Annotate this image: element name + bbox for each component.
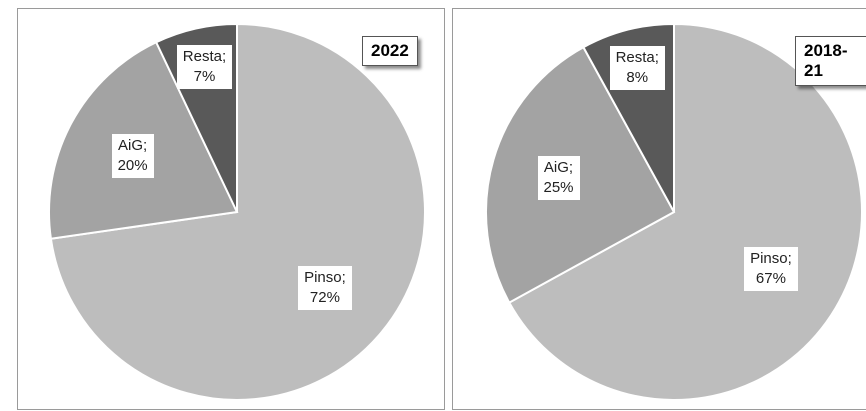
data-label-aig: AiG; 20%	[111, 134, 154, 179]
data-label-percent: 67%	[755, 270, 786, 288]
data-label-category: AiG;	[118, 137, 148, 155]
pie-chart-2022: 2022 Pinso; 72% AiG; 20% Resta; 7%	[17, 8, 445, 410]
data-label-percent: 8%	[626, 69, 649, 87]
pie-slice-aig	[485, 45, 676, 304]
data-label-percent: 7%	[193, 68, 216, 86]
data-label-category: Pinso;	[304, 269, 346, 287]
data-label-pinso: Pinso; 72%	[298, 266, 352, 311]
data-label-resta: Resta; 7%	[176, 45, 233, 90]
data-label-category: AiG;	[543, 159, 574, 177]
chart-title-2018-21: 2018-21	[795, 36, 866, 86]
data-label-category: Resta;	[182, 48, 227, 66]
pie-chart-2018-21: 2018-21 Pinso; 67% AiG; 25% Resta; 8%	[452, 8, 866, 410]
pie-2018-21-svg	[485, 22, 863, 401]
data-label-resta: Resta; 8%	[609, 46, 665, 91]
data-label-category: Resta;	[615, 49, 659, 67]
data-label-percent: 20%	[117, 157, 148, 175]
data-label-aig: AiG; 25%	[537, 156, 580, 201]
data-label-pinso: Pinso; 67%	[744, 247, 798, 292]
data-label-percent: 72%	[309, 289, 340, 307]
pie-slice-pinso	[507, 22, 863, 401]
data-label-percent: 25%	[543, 179, 574, 197]
chart-title-2022: 2022	[362, 36, 418, 66]
data-label-category: Pinso;	[750, 250, 792, 268]
